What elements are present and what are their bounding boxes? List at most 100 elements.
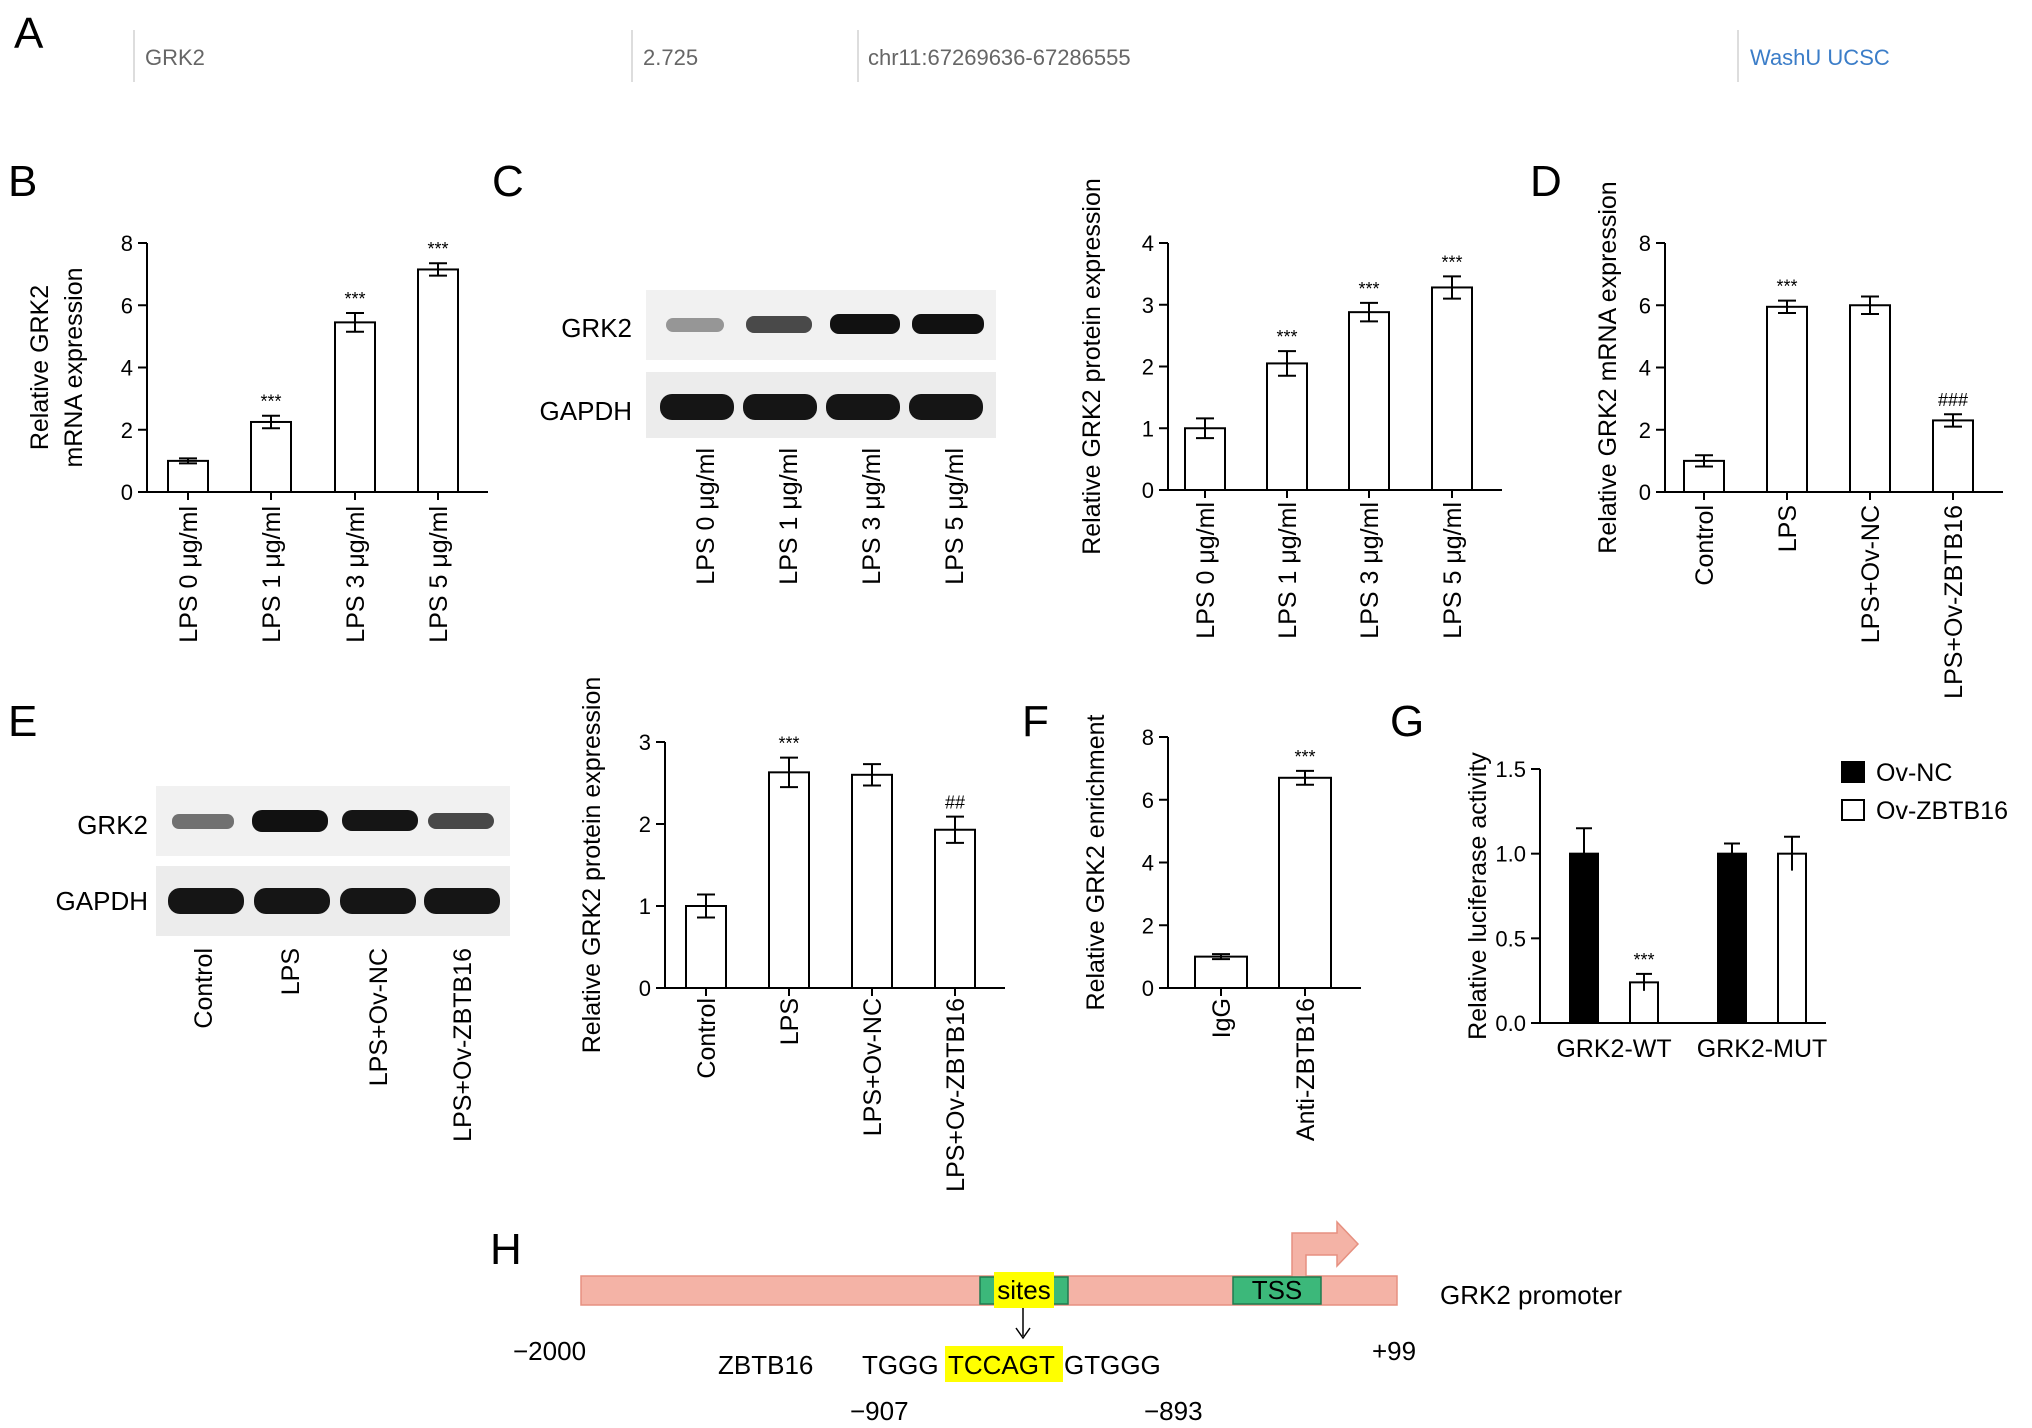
panel-letter-d: D	[1530, 157, 1562, 206]
blot-band	[826, 394, 900, 420]
y-tick-label: 1.5	[1495, 757, 1526, 782]
factor-name: ZBTB16	[718, 1350, 813, 1380]
x-category-label: LPS+Ov-ZBTB16	[1940, 505, 1968, 699]
blot-label-gapdh: GAPDH	[56, 886, 148, 916]
sequence-highlight	[945, 1346, 1063, 1382]
bar	[1569, 852, 1599, 1025]
bar	[685, 905, 727, 989]
panel-letter-f: F	[1022, 697, 1049, 746]
y-tick-label: 6	[121, 293, 133, 318]
y-tick-label: 2	[1142, 355, 1154, 380]
tss-box	[1232, 1276, 1322, 1305]
sites-highlight	[994, 1272, 1054, 1308]
x-category-label: LPS 3 μg/ml	[1356, 502, 1384, 639]
bar	[1766, 305, 1808, 493]
x-category-label: LPS 1 μg/ml	[1274, 502, 1302, 639]
panel-letter-e: E	[8, 697, 37, 746]
chart-g: 0.0 0.5 1.0 1.5 *** GRK2-WT GRK2-MUT Ov-NC Ov-ZB…	[1464, 752, 2008, 1063]
x-category-label: LPS 5 μg/ml	[1439, 502, 1467, 639]
significance-marker: ***	[1276, 327, 1297, 347]
blot-lane-label: Control	[190, 948, 218, 1029]
chart-e: 0 1 2 3 Control *** LPS LPS+Ov-NC ## LPS+Ov-ZBTB1…	[578, 677, 1005, 1192]
x-category-label: GRK2-MUT	[1697, 1035, 1828, 1063]
tss-arrow-icon	[1291, 1220, 1360, 1279]
panel-h-promoter: sites TSS GRK2 promoter −2000 +99 ZBTB16…	[513, 1220, 1622, 1426]
blot-band	[743, 394, 817, 420]
y-axis-label: Relative GRK2 protein expression	[1078, 178, 1106, 555]
y-tick-label: 1	[1142, 416, 1154, 441]
sequence-suffix: GTGGG	[1064, 1350, 1161, 1380]
bar	[1431, 286, 1473, 491]
site-position-start: −907	[850, 1396, 909, 1426]
y-tick-label: 3	[1142, 293, 1154, 318]
bar	[1777, 852, 1807, 1025]
blot-lane-label: LPS+Ov-NC	[365, 948, 393, 1086]
legend-entry: Ov-NC	[1876, 759, 1952, 787]
blot-label-grk2: GRK2	[561, 313, 632, 343]
x-category-label: Control	[693, 998, 721, 1079]
bar	[334, 321, 376, 493]
blot-band	[424, 888, 500, 914]
browser-links[interactable]: WashU UCSC	[1750, 45, 1890, 70]
genomic-location: chr11:67269636-67286555	[868, 45, 1131, 70]
bar	[167, 459, 209, 493]
blot-band	[340, 888, 416, 914]
y-axis-label: Relative GRK2 protein expression	[578, 677, 606, 1054]
panel-a: A GRK2 2.725 chr11:67269636-67286555 Was…	[14, 9, 1890, 82]
legend-entry: Ov-ZBTB16	[1876, 797, 2008, 825]
legend-swatch	[1841, 799, 1865, 821]
y-tick-label: 4	[1142, 851, 1154, 876]
chart-d: 0 2 4 6 8 Control *** LPS LPS+Ov-NC ### LPS+Ov-ZBT…	[1594, 181, 2003, 699]
y-tick-label: 1	[639, 894, 651, 919]
y-tick-label: 6	[1639, 293, 1651, 318]
x-category-label: LPS 1 μg/ml	[258, 506, 286, 643]
blot-band	[342, 810, 418, 831]
y-tick-label: 0.0	[1495, 1011, 1526, 1036]
y-axis-label: Relative GRK2 mRNA expression	[1594, 181, 1622, 553]
bar	[1266, 362, 1308, 492]
x-category-label: LPS+Ov-NC	[1857, 505, 1885, 643]
score-value: 2.725	[643, 45, 698, 70]
sites-label: sites	[997, 1275, 1050, 1305]
x-category-label: LPS+Ov-NC	[859, 998, 887, 1136]
y-axis-label: mRNA expression	[60, 267, 88, 467]
bar	[934, 828, 976, 989]
blot-band	[746, 316, 812, 333]
y-tick-label: 0	[639, 976, 651, 1001]
bar	[250, 420, 292, 493]
bar	[851, 773, 893, 989]
x-category-label: GRK2-WT	[1556, 1035, 1671, 1063]
blot-band	[168, 888, 244, 914]
blot-lane-labels: LPS 0 μg/ml LPS 1 μg/ml LPS 3 μg/ml LPS 5 μ…	[190, 448, 969, 1142]
y-tick-label: 4	[1142, 231, 1154, 256]
y-tick-label: 3	[639, 730, 651, 755]
significance-marker: ***	[344, 289, 365, 309]
significance-marker: ***	[1776, 277, 1797, 297]
blot-band	[912, 314, 984, 334]
sequence-prefix: TGGG	[862, 1350, 939, 1380]
x-category-label: IgG	[1208, 998, 1236, 1038]
chart-f: 0 2 4 6 8 IgG *** Anti-ZBTB16 Relative GRK2 enri…	[1082, 714, 1361, 1141]
bar	[768, 771, 810, 990]
blot-label-gapdh: GAPDH	[540, 396, 632, 426]
blot-band	[660, 394, 734, 420]
bar	[1849, 304, 1891, 493]
y-axis-label: Relative GRK2 enrichment	[1082, 714, 1110, 1010]
y-tick-label: 6	[1142, 788, 1154, 813]
panel-letter-c: C	[492, 157, 524, 206]
bar	[1194, 955, 1248, 989]
y-tick-label: 8	[1639, 231, 1651, 256]
x-category-label: LPS 0 μg/ml	[1192, 502, 1220, 639]
x-category-label: Anti-ZBTB16	[1292, 998, 1320, 1141]
y-tick-label: 2	[639, 812, 651, 837]
y-tick-label: 0	[121, 480, 133, 505]
y-tick-label: 1.0	[1495, 842, 1526, 867]
blot-lane-label: LPS 5 μg/ml	[941, 448, 969, 585]
panel-letter-a: A	[14, 9, 44, 58]
y-tick-label: 2	[1639, 418, 1651, 443]
significance-marker: ***	[260, 392, 281, 412]
bar	[1717, 852, 1747, 1025]
blot-lane-label: LPS	[277, 948, 305, 995]
x-category-label: LPS 3 μg/ml	[342, 506, 370, 643]
